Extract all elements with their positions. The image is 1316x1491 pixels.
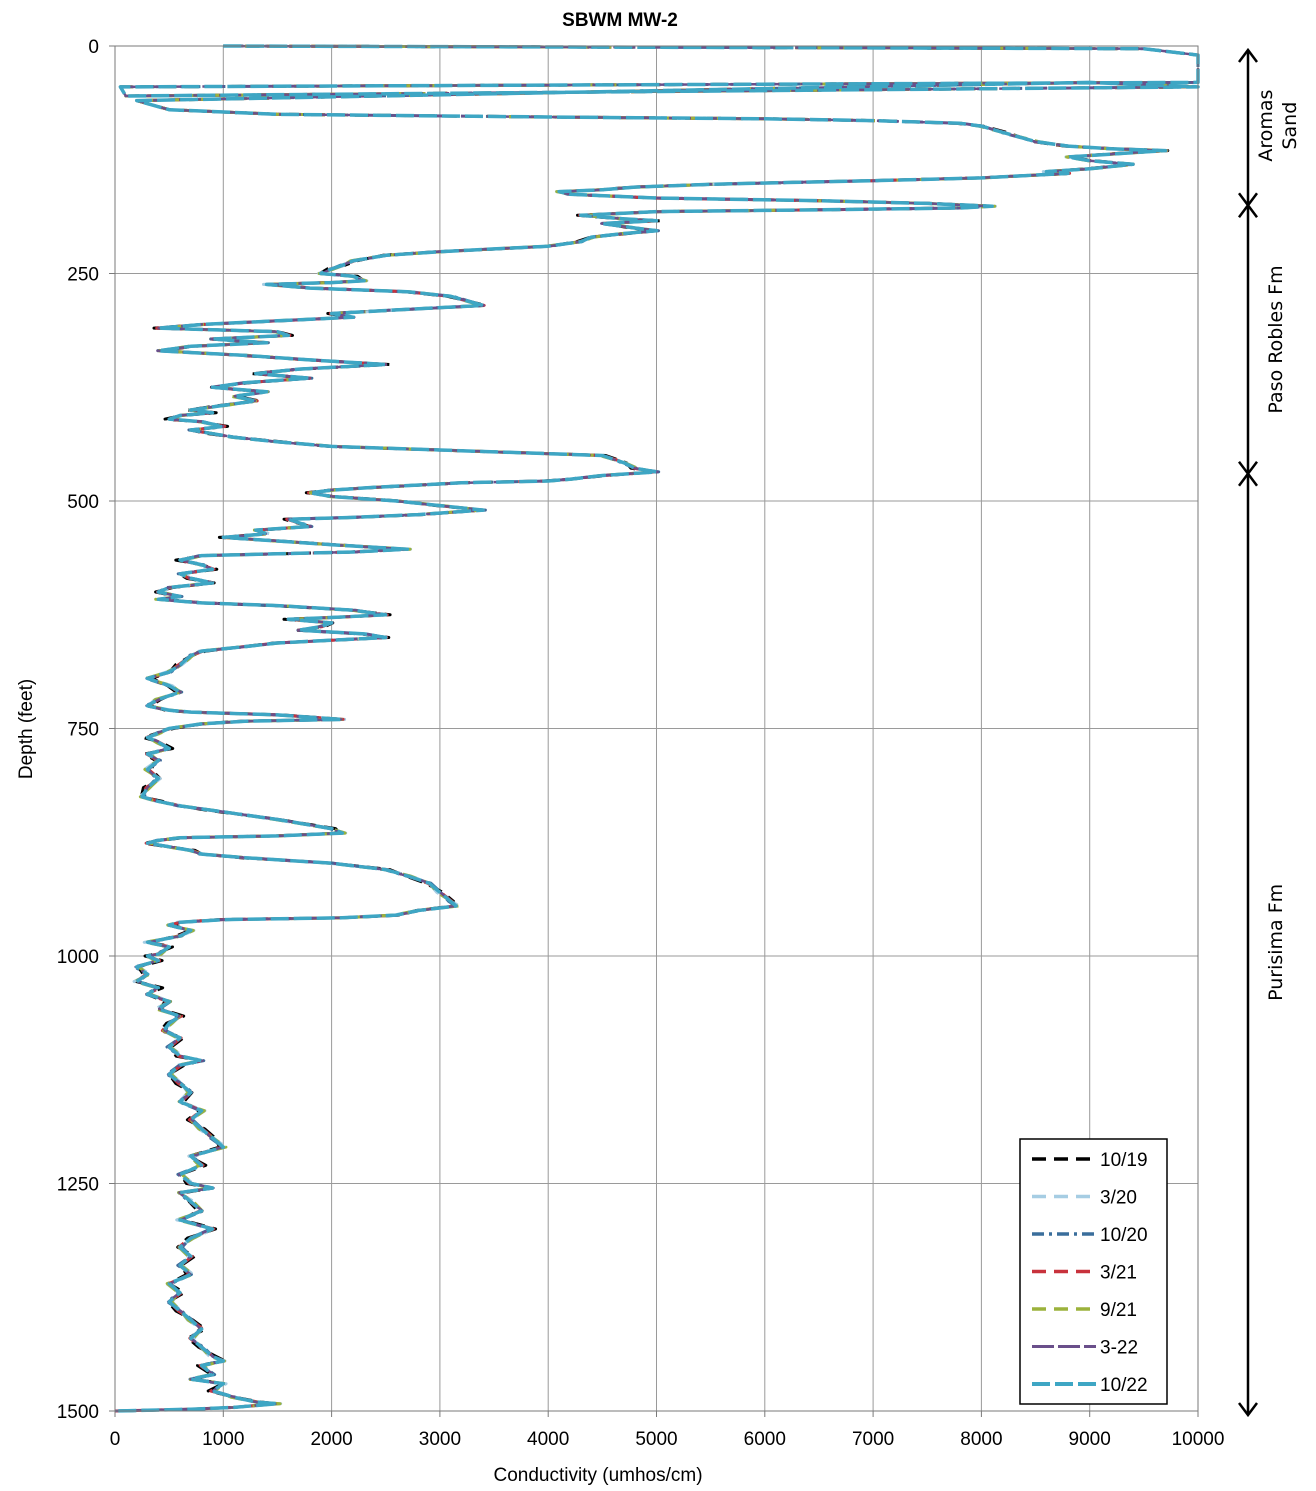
legend-label: 10/20 xyxy=(1100,1225,1148,1246)
y-tick-label: 750 xyxy=(67,720,99,741)
tick-labels: 0 1000 2000 3000 4000 5000 6000 7000 8000 9000 100… xyxy=(57,37,1225,1450)
x-tick-label: 10000 xyxy=(1172,1429,1225,1450)
formation-label-line1: Aromas xyxy=(1255,90,1277,162)
y-axis-label: Depth (feet) xyxy=(16,679,37,779)
series-lines xyxy=(114,44,1200,1413)
y-tick-label: 1500 xyxy=(57,1402,99,1423)
legend-label: 10/19 xyxy=(1100,1150,1148,1171)
formation-label-line2: Sand xyxy=(1279,102,1301,150)
x-axis-label: Conductivity (umhos/cm) xyxy=(493,1465,702,1486)
formation-arrowhead xyxy=(1238,460,1258,476)
formation-label-group: Purisima Fm xyxy=(1265,884,1287,1001)
formation-arrowhead xyxy=(1238,1402,1258,1418)
x-tick-label: 9000 xyxy=(1069,1429,1111,1450)
y-tick-label: 1000 xyxy=(57,947,99,968)
formation-annotations: Aromas Sand Paso Robles Fm Purisima Fm xyxy=(1238,47,1301,1418)
x-tick-label: 3000 xyxy=(419,1429,461,1450)
y-tick-label: 0 xyxy=(88,37,99,58)
x-tick-label: 8000 xyxy=(960,1429,1002,1450)
x-tick-label: 0 xyxy=(110,1429,121,1450)
x-tick-label: 1000 xyxy=(202,1429,244,1450)
formation-label-group: Aromas Sand xyxy=(1255,90,1301,162)
x-tick-label: 4000 xyxy=(527,1429,569,1450)
x-tick-label: 5000 xyxy=(635,1429,677,1450)
formation-arrowhead xyxy=(1238,47,1258,63)
x-tick-label: 2000 xyxy=(310,1429,352,1450)
legend: 10/19 3/20 10/20 3/21 9/21 3-22 10/22 xyxy=(1019,1138,1168,1405)
x-tick-label: 7000 xyxy=(852,1429,894,1450)
grid-lines xyxy=(115,46,1198,1411)
x-tick-label: 6000 xyxy=(744,1429,786,1450)
legend-label: 3-22 xyxy=(1100,1338,1138,1359)
formation-label-group: Paso Robles Fm xyxy=(1265,265,1287,413)
legend-label: 9/21 xyxy=(1100,1300,1137,1321)
series-line-10-22 xyxy=(114,44,1200,1413)
legend-label: 10/22 xyxy=(1100,1375,1148,1396)
legend-label: 3/20 xyxy=(1100,1188,1137,1209)
y-tick-label: 500 xyxy=(67,492,99,513)
legend-label: 3/21 xyxy=(1100,1263,1137,1284)
chart-title: SBWM MW-2 xyxy=(562,10,678,31)
y-tick-label: 250 xyxy=(67,265,99,286)
formation-label: Paso Robles Fm xyxy=(1265,265,1287,413)
y-tick-label: 1250 xyxy=(57,1175,99,1196)
formation-arrowhead xyxy=(1238,192,1258,208)
formation-label: Purisima Fm xyxy=(1265,884,1287,1001)
